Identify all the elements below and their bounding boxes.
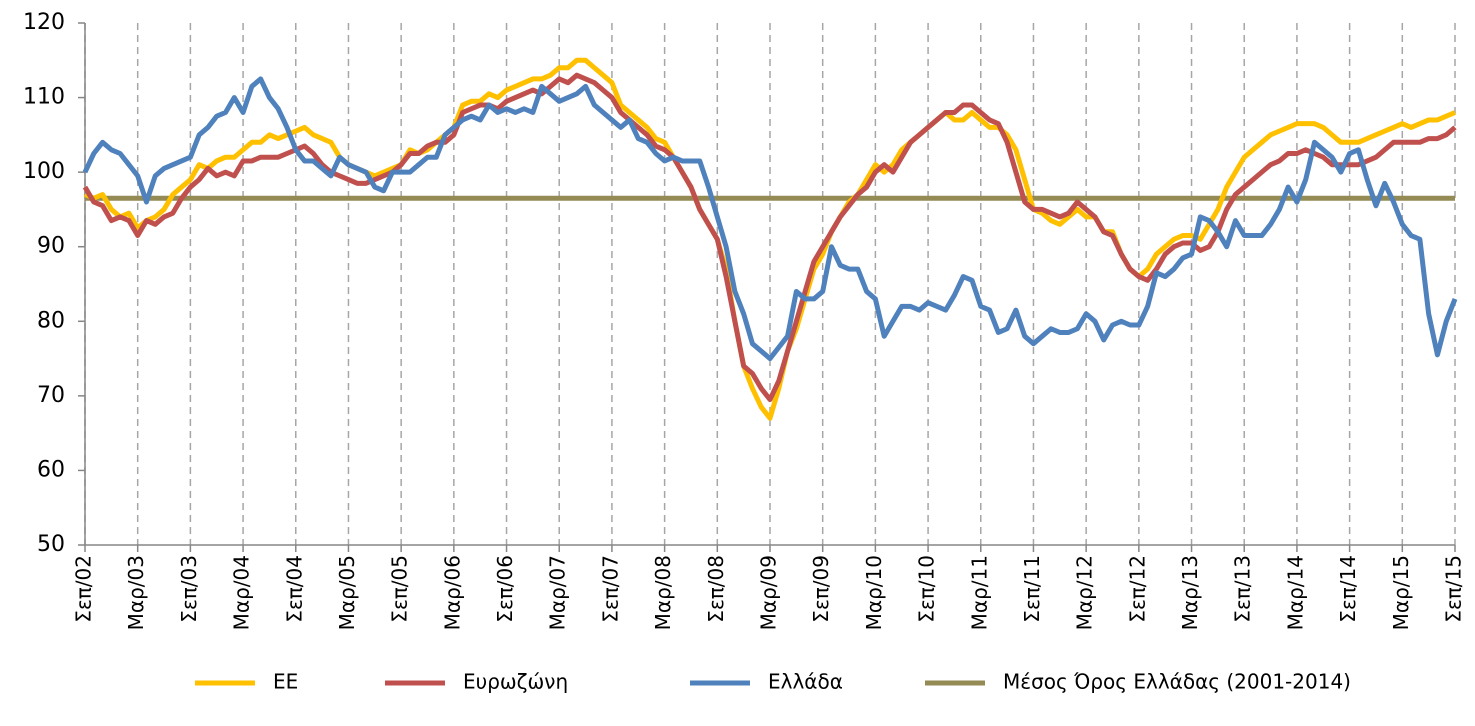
- x-tick-label: Σεπ/05: [388, 555, 412, 623]
- x-tick-label: Μαρ/05: [335, 555, 359, 630]
- y-tick-label: 110: [23, 85, 65, 110]
- legend-item: ΕΕ: [195, 670, 298, 694]
- x-tick-label: Μαρ/12: [1073, 555, 1097, 630]
- x-tick-label: Σεπ/12: [1125, 555, 1149, 623]
- x-tick-label: Σεπ/14: [1336, 555, 1360, 623]
- x-tick-label: Σεπ/02: [72, 555, 96, 623]
- x-tick-label: Μαρ/07: [546, 555, 570, 630]
- x-tick-label: Σεπ/07: [598, 555, 622, 623]
- y-tick-label: 60: [37, 457, 65, 482]
- x-tick-label: Μαρ/11: [967, 555, 991, 630]
- x-tick-label: Σεπ/15: [1442, 555, 1466, 623]
- legend-label: Ελλάδα: [768, 670, 843, 694]
- legend-item: Ευρωζώνη: [385, 670, 568, 694]
- x-tick-label: Μαρ/10: [862, 555, 886, 630]
- y-tick-label: 50: [37, 532, 65, 557]
- x-tick-label: Σεπ/09: [809, 555, 833, 623]
- x-tick-label: Σεπ/13: [1231, 555, 1255, 623]
- y-tick-label: 70: [37, 383, 65, 408]
- x-tick-label: Σεπ/03: [177, 555, 201, 623]
- x-tick-label: Σεπ/04: [282, 555, 306, 623]
- y-tick-label: 90: [37, 234, 65, 259]
- y-tick-label: 100: [23, 159, 65, 184]
- x-tick-label: Μαρ/09: [757, 555, 781, 630]
- x-tick-label: Σεπ/10: [915, 555, 939, 623]
- x-tick-label: Μαρ/15: [1389, 555, 1413, 630]
- series-line: [82, 76, 1458, 362]
- legend-label: Μέσος Όρος Ελλάδας (2001-2014): [1003, 670, 1351, 694]
- x-tick-label: Μαρ/13: [1178, 555, 1202, 630]
- y-tick-label: 120: [23, 10, 65, 35]
- legend-label: Ευρωζώνη: [463, 670, 568, 694]
- series-line: [84, 57, 1456, 421]
- x-tick-label: Μαρ/04: [230, 555, 254, 630]
- x-tick-label: Σεπ/06: [493, 555, 517, 623]
- x-tick-label: Σεπ/11: [1020, 555, 1044, 623]
- y-tick-label: 80: [37, 308, 65, 333]
- x-tick-label: Σεπ/08: [704, 555, 728, 623]
- legend-item: Ελλάδα: [690, 670, 843, 694]
- legend-label: ΕΕ: [273, 670, 298, 694]
- x-tick-label: Μαρ/14: [1283, 555, 1307, 630]
- x-tick-label: Μαρ/06: [440, 555, 464, 630]
- series-line: [82, 72, 1457, 403]
- x-tick-label: Μαρ/03: [124, 555, 148, 630]
- legend-item: Μέσος Όρος Ελλάδας (2001-2014): [925, 670, 1351, 694]
- x-tick-label: Μαρ/08: [651, 555, 675, 630]
